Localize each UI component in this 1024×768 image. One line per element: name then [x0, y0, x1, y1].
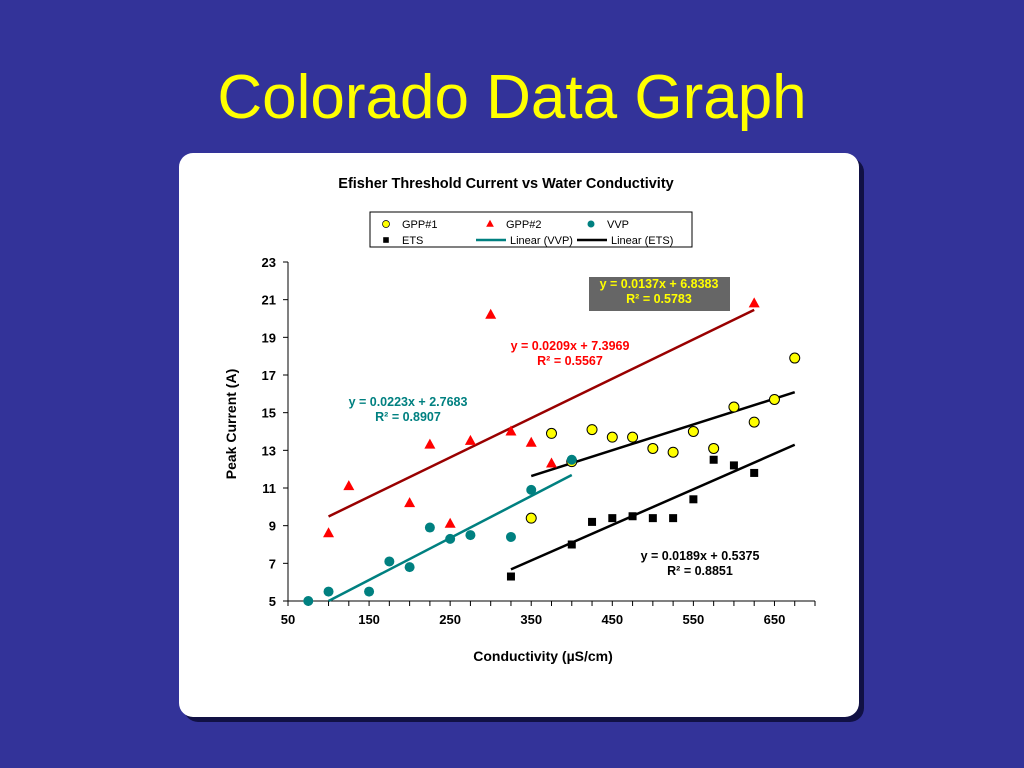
data-point-gpp1: [586, 424, 598, 436]
data-point-gpp2: [323, 527, 335, 538]
data-point-ets: [709, 455, 718, 464]
data-point-gpp1: [768, 393, 780, 405]
data-point-gpp1: [606, 431, 618, 443]
data-point-gpp1: [667, 446, 679, 458]
data-point-gpp2: [343, 480, 355, 491]
data-point-gpp1: [525, 512, 537, 524]
data-point-ets: [648, 514, 657, 523]
legend-label: Linear (VVP): [510, 235, 573, 247]
x-tick-label: 150: [358, 612, 380, 627]
data-point-gpp1: [647, 442, 659, 454]
data-point-vvp: [445, 533, 456, 544]
data-point-vvp: [566, 454, 577, 465]
y-tick-label: 7: [269, 556, 276, 571]
legend-label: Linear (ETS): [611, 235, 673, 247]
data-point-vvp: [505, 531, 516, 542]
data-point-vvp: [303, 596, 314, 606]
data-point-vvp: [323, 586, 334, 597]
x-tick-label: 350: [520, 612, 542, 627]
data-points: [303, 297, 801, 606]
x-tick-label: 650: [764, 612, 786, 627]
data-point-ets: [588, 517, 597, 526]
data-point-ets: [689, 495, 698, 504]
data-point-vvp: [364, 586, 375, 597]
data-point-gpp1: [728, 401, 740, 413]
data-point-gpp1: [546, 427, 557, 439]
x-tick-label: 450: [601, 612, 623, 627]
data-point-gpp2: [464, 434, 476, 445]
slide-title: Colorado Data Graph: [217, 63, 807, 132]
x-tick-label: 50: [281, 612, 295, 627]
data-point-gpp2: [748, 297, 760, 308]
data-point-gpp2: [404, 497, 416, 508]
x-tick-label: 250: [439, 612, 461, 627]
trendline-r2: R² = 0.5783: [626, 292, 692, 306]
data-point-vvp: [526, 484, 537, 495]
equation-box: [589, 277, 730, 311]
axes: 5 7 9 11 13 15 17 19 21 23 50 150 250 350 450 550 650: [262, 255, 816, 627]
data-point-vvp: [384, 556, 395, 567]
legend-label: ETS: [402, 235, 423, 247]
data-point-ets: [750, 468, 759, 477]
data-point-ets: [608, 514, 617, 523]
trendline-r2: R² = 0.8907: [375, 410, 441, 424]
data-point-vvp: [465, 530, 476, 541]
y-tick-label: 23: [262, 255, 276, 270]
legend-box: [369, 211, 693, 248]
y-tick-label: 5: [269, 594, 276, 609]
legend-label: VVP: [607, 219, 629, 231]
trendline-r2: R² = 0.5567: [537, 354, 603, 368]
legend-marker: [486, 219, 494, 227]
data-point-gpp1: [627, 431, 639, 443]
legend-marker: [383, 237, 389, 243]
chart-title: Efisher Threshold Current vs Water Condu…: [338, 176, 673, 192]
y-tick-label: 15: [262, 406, 276, 421]
legend-label: GPP#1: [402, 219, 437, 231]
data-point-ets: [628, 512, 637, 521]
trendline-r2: R² = 0.8851: [667, 564, 733, 578]
data-point-gpp2: [424, 438, 436, 449]
y-tick-label: 13: [262, 443, 276, 458]
trendline: [327, 308, 755, 518]
trendline-equation: y = 0.0189x + 0.5375: [641, 549, 760, 563]
data-point-gpp2: [444, 517, 456, 528]
data-point-gpp1: [748, 416, 760, 428]
trendline-equation: y = 0.0137x + 6.8383: [600, 277, 719, 291]
data-point-ets: [729, 461, 738, 470]
legend-marker: [382, 220, 390, 228]
trendline: [510, 443, 796, 571]
data-point-vvp: [404, 562, 415, 573]
data-point-gpp2: [505, 425, 517, 436]
data-point-vvp: [424, 522, 435, 533]
legend-marker: [587, 220, 595, 228]
data-point-gpp2: [525, 436, 537, 447]
legend: GPP#1 GPP#2 VVP ETS Linear (VVP) Linear (ETS): [369, 211, 693, 248]
data-point-ets: [567, 540, 576, 549]
y-tick-label: 9: [269, 519, 276, 534]
y-tick-label: 17: [262, 368, 276, 383]
data-point-gpp1: [687, 426, 699, 437]
data-point-gpp2: [485, 308, 497, 319]
y-tick-label: 19: [262, 330, 276, 345]
data-point-ets: [669, 514, 678, 523]
y-tick-label: 21: [262, 293, 276, 308]
trendline-equation: y = 0.0223x + 2.7683: [349, 395, 468, 409]
trendline-equation: y = 0.0209x + 7.3969: [511, 339, 630, 353]
x-tick-label: 550: [683, 612, 705, 627]
data-point-gpp2: [546, 457, 557, 468]
legend-label: GPP#2: [506, 219, 541, 231]
y-axis-label: Peak Current (A): [223, 369, 239, 479]
data-point-gpp1: [789, 352, 801, 364]
data-point-gpp1: [708, 442, 720, 454]
data-point-ets: [506, 572, 515, 581]
y-tick-label: 11: [262, 481, 276, 496]
x-axis-label: Conductivity (µS/cm): [473, 648, 613, 664]
